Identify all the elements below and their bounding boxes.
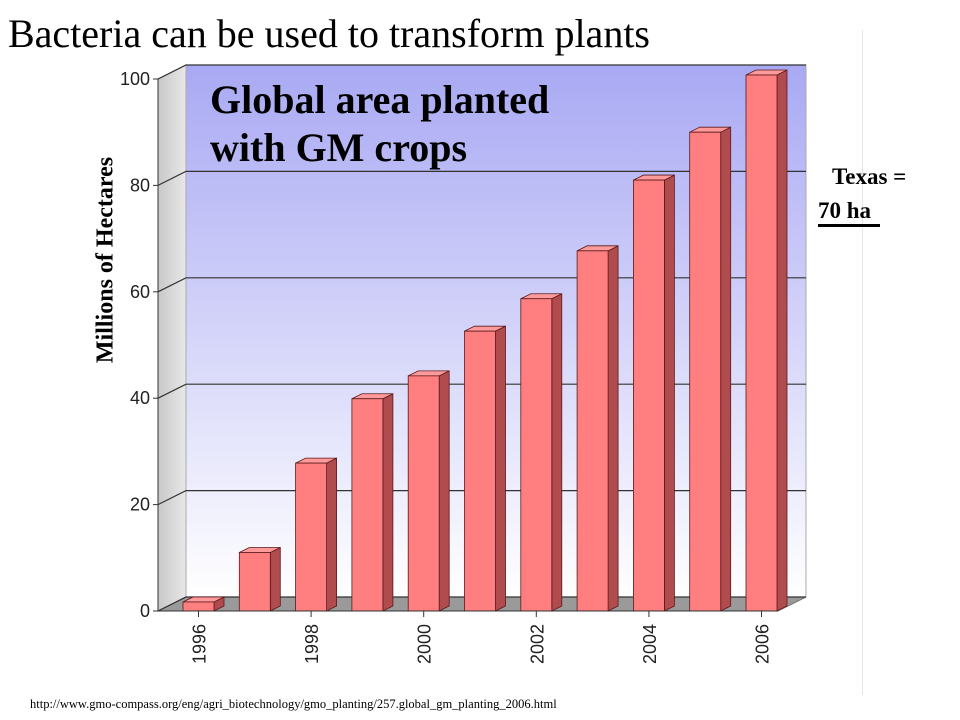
x-tick-label: 1996 [190, 624, 210, 664]
source-url[interactable]: http://www.gmo-compass.org/eng/agri_biot… [30, 697, 557, 711]
left-wall [157, 64, 187, 612]
bar-1999 [351, 393, 394, 612]
divider-line [862, 30, 863, 695]
bar-2001 [464, 325, 506, 612]
bar-side-face [326, 457, 338, 612]
bar-series [182, 69, 788, 612]
texas-note-line-2: 70 ha [818, 194, 906, 227]
bar-2000 [407, 370, 450, 612]
bar-side-face [438, 370, 450, 612]
bar-front-face [464, 330, 496, 612]
bar-side-face [664, 174, 675, 612]
texas-note: Texas = 70 ha [818, 160, 906, 227]
bar-front-face [633, 179, 665, 612]
texas-note-value: 70 ha [818, 198, 872, 223]
gridline [157, 170, 806, 186]
bar-2003 [576, 245, 619, 612]
texas-note-line-1: Texas = [832, 164, 907, 189]
y-tick-label: 40 [130, 388, 150, 408]
y-axis-ticks: 0 20 40 60 80 100 [120, 69, 778, 621]
bar-1998 [295, 457, 338, 612]
bar-front-face [689, 131, 722, 612]
x-axis-ticks: 1996 1998 2000 2002 2004 2006 [190, 611, 773, 664]
bar-front-face [238, 552, 271, 612]
bar-2002 [520, 293, 563, 612]
chart-title: Global area planted with GM crops [210, 76, 549, 172]
y-tick-label: 60 [130, 282, 150, 302]
bar-1997 [238, 546, 281, 612]
bar-side-face [607, 245, 619, 612]
bar-front-face [520, 298, 553, 612]
y-tick-label: 80 [130, 175, 150, 195]
bar-front-face [182, 601, 215, 612]
y-tick-label: 100 [120, 69, 150, 89]
y-tick-label: 20 [130, 495, 150, 515]
x-tick-label: 2000 [415, 624, 435, 664]
y-tick-label: 0 [140, 601, 150, 621]
bar-front-face [295, 462, 328, 612]
x-tick-label: 2004 [640, 624, 660, 664]
chart-title-line-2: with GM crops [210, 125, 468, 170]
bar-1996 [182, 596, 225, 612]
bar-front-face [576, 250, 609, 612]
slide-title: Bacteria can be used to transform plants [8, 11, 650, 56]
gridline [157, 64, 806, 80]
bar-side-face [551, 293, 563, 612]
x-tick-label: 1998 [302, 624, 322, 664]
bar-front-face [351, 398, 384, 612]
x-tick-label: 2006 [753, 624, 773, 664]
bar-2006 [745, 69, 788, 612]
y-axis-label: Millions of Hectares [92, 156, 119, 364]
bar-2004 [633, 174, 675, 612]
x-tick-label: 2002 [527, 624, 547, 664]
bar-2005 [689, 126, 732, 612]
bar-side-face [495, 325, 506, 612]
texas-note-underline [818, 224, 880, 227]
bar-front-face [745, 74, 778, 612]
bar-side-face [776, 69, 788, 612]
bar-side-face [269, 546, 281, 612]
bar-front-face [407, 375, 440, 612]
chart-title-line-1: Global area planted [210, 77, 550, 122]
bar-side-face [382, 393, 394, 612]
bar-side-face [720, 126, 732, 612]
